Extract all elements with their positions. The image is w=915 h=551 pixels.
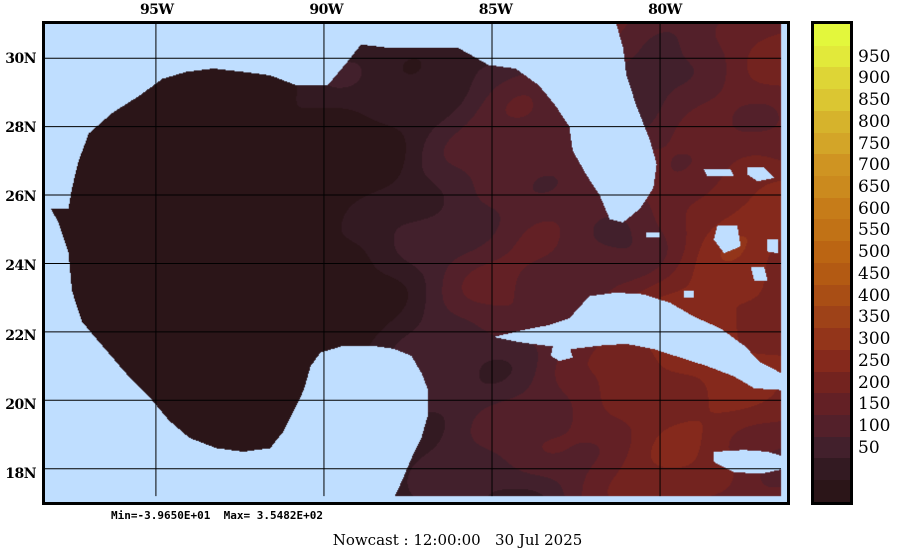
colorbar-band-16 [814, 371, 850, 394]
lat-tick-label-28n: 28N [5, 119, 36, 136]
colorbar-band-17 [814, 393, 850, 415]
colorbar-band-14 [814, 328, 850, 350]
lat-tick-label-20n: 20N [5, 397, 36, 413]
colorbar-tick-550: 550 [858, 220, 891, 241]
colorbar-tick-800: 800 [858, 111, 891, 132]
colorbar-band-4 [814, 110, 850, 133]
colorbar-band-21 [814, 480, 850, 502]
map-plot-area[interactable] [42, 21, 790, 505]
colorbar-tick-400: 400 [858, 285, 891, 306]
colorbar[interactable] [811, 21, 853, 505]
colorbar-tick-labels: 950 900 850 800 750 700 650 600 550 500 450 400 350 3… [858, 21, 915, 505]
colorbar-tick-450: 450 [858, 263, 891, 284]
colorbar-tick-50: 50 [858, 437, 880, 458]
colorbar-tick-700: 700 [858, 155, 891, 176]
colorbar-tick-250: 250 [858, 350, 891, 371]
lat-tick-label-22n: 22N [5, 327, 36, 344]
colorbar-tick-600: 600 [858, 198, 891, 219]
colorbar-tick-750: 750 [858, 133, 891, 154]
lat-tick-label-18n: 18N [5, 466, 36, 483]
lat-tick-label-24n: 24N [5, 258, 36, 275]
lat-tick-label-26n: 26N [5, 189, 36, 206]
colorbar-band-8 [814, 197, 850, 220]
colorbar-band-3 [814, 89, 850, 111]
lon-tick-label-80w: 80W [648, 2, 682, 18]
colorbar-tick-350: 350 [858, 307, 891, 328]
colorbar-tick-650: 650 [858, 176, 891, 197]
colorbar-band-7 [814, 176, 850, 198]
colorbar-tick-300: 300 [858, 329, 891, 350]
colorbar-tick-850: 850 [858, 90, 891, 111]
colorbar-band-6 [814, 154, 850, 177]
colorbar-band-13 [814, 306, 850, 329]
lat-tick-label-30n: 30N [5, 50, 36, 67]
colorbar-band-0 [814, 24, 850, 46]
colorbar-band-1 [814, 45, 850, 68]
colorbar-band-9 [814, 219, 850, 242]
colorbar-tick-150: 150 [858, 394, 891, 415]
lon-tick-label-90w: 90W [309, 2, 344, 18]
lon-tick-label-85w: 85W [478, 2, 513, 18]
lon-tick-label-95w: 95W [139, 2, 174, 18]
colorbar-band-11 [814, 262, 850, 285]
colorbar-band-5 [814, 132, 850, 155]
colorbar-band-20 [814, 458, 850, 481]
colorbar-tick-950: 950 [858, 46, 891, 67]
colorbar-tick-200: 200 [858, 372, 891, 393]
colorbar-tick-100: 100 [858, 415, 891, 436]
colorbar-band-15 [814, 349, 850, 372]
nowcast-timestamp: Nowcast : 12:00:00 30 Jul 2025 [332, 531, 583, 549]
colorbar-tick-900: 900 [858, 68, 891, 89]
minmax-annotation: Min=-3.9650E+01 Max= 3.5482E+02 [111, 509, 323, 522]
colorbar-band-18 [814, 414, 850, 437]
colorbar-band-10 [814, 241, 850, 263]
colorbar-band-2 [814, 67, 850, 90]
colorbar-band-12 [814, 284, 850, 307]
colorbar-band-19 [814, 436, 850, 459]
colorbar-tick-500: 500 [858, 242, 891, 263]
map-field-raster [45, 24, 787, 502]
